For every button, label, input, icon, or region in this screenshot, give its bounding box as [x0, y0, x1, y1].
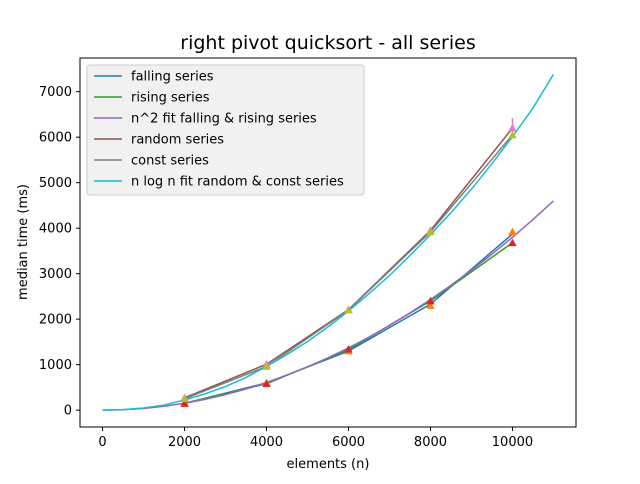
y-tick-label-3: 3000	[39, 267, 72, 282]
x-axis-label: elements (n)	[287, 457, 370, 472]
marker-layer	[180, 118, 517, 407]
legend-label-2: n^2 fit falling & rising series	[131, 112, 317, 127]
legend-label-1: rising series	[131, 91, 210, 106]
marker-0-4	[508, 227, 517, 236]
marker-1-1	[262, 379, 271, 388]
marker-4-2	[344, 305, 353, 314]
legend: falling series rising series n^2 fit falli…	[86, 64, 365, 196]
marker-1-3	[426, 296, 435, 305]
x-tick-label-2: 4000	[250, 435, 283, 450]
legend-box	[86, 64, 365, 196]
marker-4-3	[426, 227, 435, 236]
series-line-5	[102, 73, 555, 411]
marker-1-2	[344, 344, 353, 353]
marker-1-4	[508, 238, 517, 247]
series-line-2	[102, 200, 554, 411]
y-tick-label-2: 2000	[39, 313, 72, 328]
x-tick-label-0: 0	[98, 435, 106, 450]
legend-items: falling series rising series n^2 fit falli…	[94, 70, 344, 190]
y-tick-label-0: 0	[64, 404, 72, 419]
y-tick-label-4: 4000	[39, 222, 72, 237]
marker-3-4	[508, 123, 517, 132]
legend-label-5: n log n fit random & const series	[131, 175, 344, 190]
x-tick-label-1: 2000	[168, 435, 201, 450]
legend-label-4: const series	[131, 154, 209, 169]
marker-0-3	[426, 301, 435, 309]
marker-4-1	[262, 362, 271, 370]
y-tick-label-5: 5000	[39, 176, 72, 191]
y-axis-ticks: 0 1000 2000 3000 4000 5000 6000 7000	[39, 85, 80, 419]
y-axis-label: median time (ms)	[16, 184, 31, 300]
marker-1-0	[180, 399, 189, 407]
x-tick-label-3: 6000	[332, 435, 365, 450]
legend-label-3: random series	[131, 133, 224, 148]
x-tick-label-5: 10000	[492, 435, 533, 450]
y-tick-label-1: 1000	[39, 358, 72, 373]
y-tick-label-6: 6000	[39, 131, 72, 146]
legend-label-0: falling series	[131, 70, 214, 85]
marker-4-0	[180, 394, 189, 403]
chart-title: right pivot quicksort - all series	[180, 32, 475, 54]
marker-4-4	[508, 130, 517, 139]
x-axis-ticks: 0 2000 4000 6000 8000 10000	[98, 427, 533, 450]
y-tick-label-7: 7000	[39, 85, 72, 100]
x-tick-label-4: 8000	[414, 435, 447, 450]
